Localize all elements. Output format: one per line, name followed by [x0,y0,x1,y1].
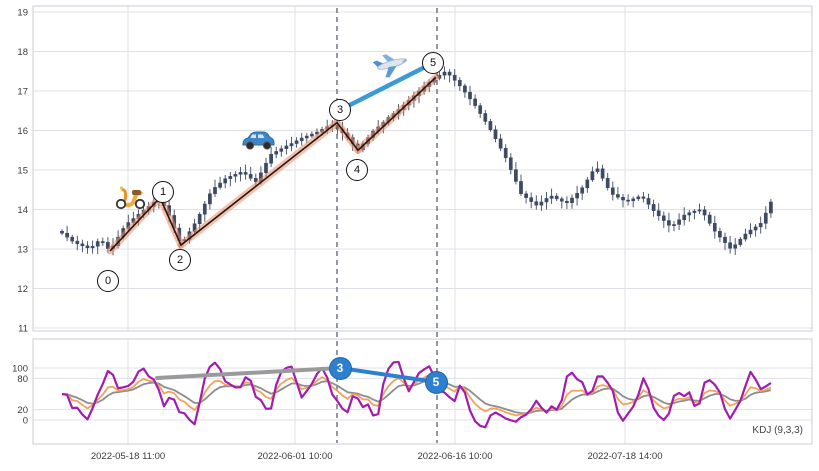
x-tick-label: 2022-06-01 10:00 [257,451,332,462]
kdj-marker-3: 3 [328,356,352,380]
kdj-y-tick-label: 0 [23,416,28,427]
wave-point-5-label: 5 [429,57,437,69]
price-y-tick-label: 11 [18,324,28,335]
kdj-marker-5: 5 [424,370,448,394]
wave-point-1: 1 [152,181,174,203]
price-y-tick-label: 17 [17,87,28,98]
kdj-lines-layer [61,360,772,429]
price-y-tick-label: 12 [17,284,28,295]
wave-point-3: 3 [329,99,351,121]
x-tick-label: 2022-05-18 11:00 [91,451,165,462]
kdj-y-tick-label: 100 [12,364,28,375]
kdj-indicator-label: KDJ (9,3,3) [752,425,803,436]
kdj-marker-3-label: 3 [336,361,344,375]
wave-point-0: 0 [97,270,119,292]
wave-point-4: 4 [346,159,368,181]
wave-point-3-label: 3 [336,104,344,116]
wave-point-4-label: 4 [353,164,361,176]
scooter-icon [115,182,147,215]
wave-point-2-label: 2 [176,254,184,266]
kdj-y-tick-label: 20 [17,405,28,416]
kdj-marker-5-label: 5 [432,375,440,389]
price-y-tick-label: 16 [17,126,28,137]
car-icon [240,128,276,157]
price-y-tick-label: 18 [17,47,28,58]
price-y-tick-label: 15 [17,166,28,177]
price-y-tick-label: 14 [17,205,28,216]
wave-point-2: 2 [169,249,191,271]
wave-point-5: 5 [422,52,444,74]
airplane-icon [372,48,412,85]
kdj-y-tick-label: 80 [17,374,28,385]
x-tick-label: 2022-07-18 14:00 [587,451,662,462]
price-y-tick-label: 13 [17,245,28,256]
price-y-tick-label: 19 [17,8,28,19]
x-tick-label: 2022-06-16 10:00 [417,451,492,462]
wave-point-0-label: 0 [104,275,112,287]
wave-point-1-label: 1 [159,186,167,198]
wave-lines-layer [106,8,440,443]
